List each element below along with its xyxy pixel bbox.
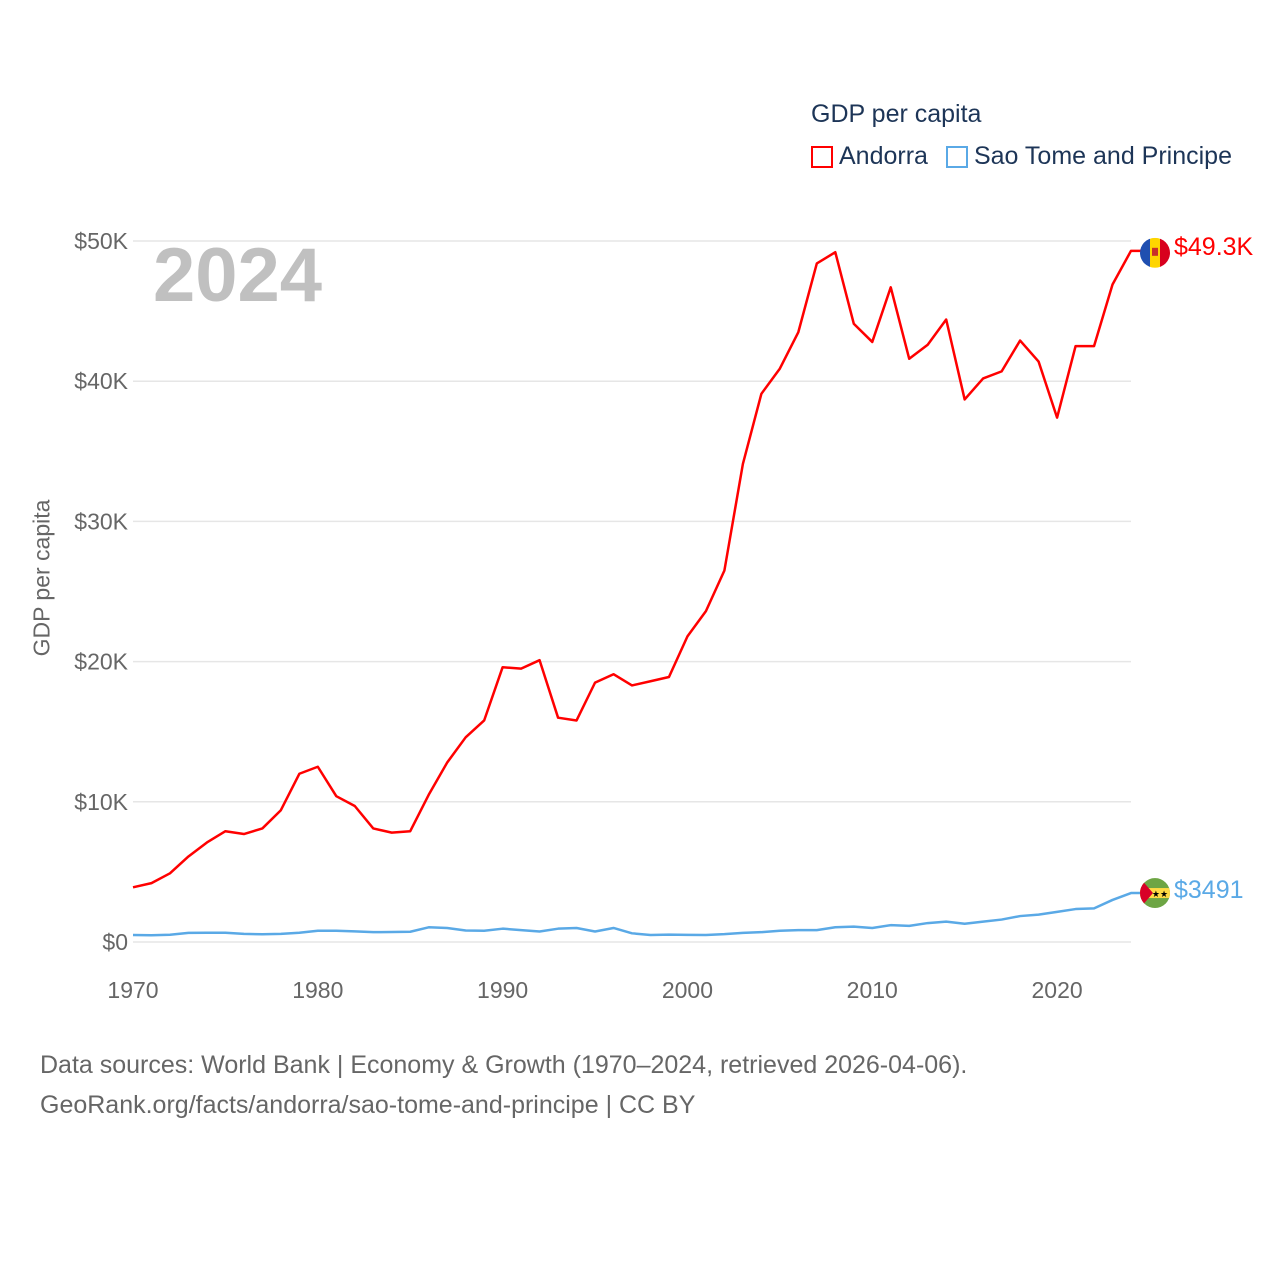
y-axis-label: GDP per capita [28, 499, 55, 657]
x-tick-label: 2010 [847, 977, 898, 1003]
y-tick-label: $40K [74, 368, 128, 394]
legend-swatch-sao-tome [945, 145, 968, 168]
y-tick-label: $20K [74, 649, 128, 675]
legend-label: Andorra [839, 142, 928, 170]
series-line-andorra [132, 249, 1141, 889]
andorra-flag-icon [1140, 237, 1170, 268]
y-tick-label: $0 [102, 929, 128, 955]
x-tick-label: 1970 [107, 977, 158, 1003]
end-label-andorra: $49.3K [1174, 233, 1254, 261]
legend-title: GDP per capita [811, 100, 982, 128]
legend-item-andorra[interactable]: Andorra [811, 142, 928, 171]
series-line-sao-tome [132, 891, 1141, 937]
legend-label: Sao Tome and Principe [973, 142, 1232, 170]
legend-swatch-andorra [811, 145, 833, 168]
x-tick-label: 1980 [292, 977, 343, 1003]
legend: Andorra Sao Tome and Principe [811, 142, 1232, 171]
svg-text:★★: ★★ [1152, 889, 1168, 899]
legend-item-sao-tome[interactable]: Sao Tome and Principe [945, 142, 1232, 171]
source-line-2[interactable]: GeoRank.org/facts/andorra/sao-tome-and-p… [40, 1091, 696, 1119]
source-line-1: Data sources: World Bank | Economy & Gro… [40, 1051, 968, 1079]
x-tick-label: 1990 [477, 977, 528, 1003]
year-watermark: 2024 [153, 233, 323, 318]
data-source: Data sources: World Bank | Economy & Gro… [40, 1045, 967, 1125]
y-tick-label: $30K [74, 508, 128, 534]
x-tick-label: 2020 [1031, 977, 1082, 1003]
y-tick-label: $10K [74, 789, 128, 815]
x-tick-label: 2000 [662, 977, 713, 1003]
y-tick-label: $50K [74, 228, 128, 254]
sao-tome-flag-icon: ★★ [1140, 878, 1170, 909]
end-label-sao-tome: $3491 [1174, 876, 1244, 904]
